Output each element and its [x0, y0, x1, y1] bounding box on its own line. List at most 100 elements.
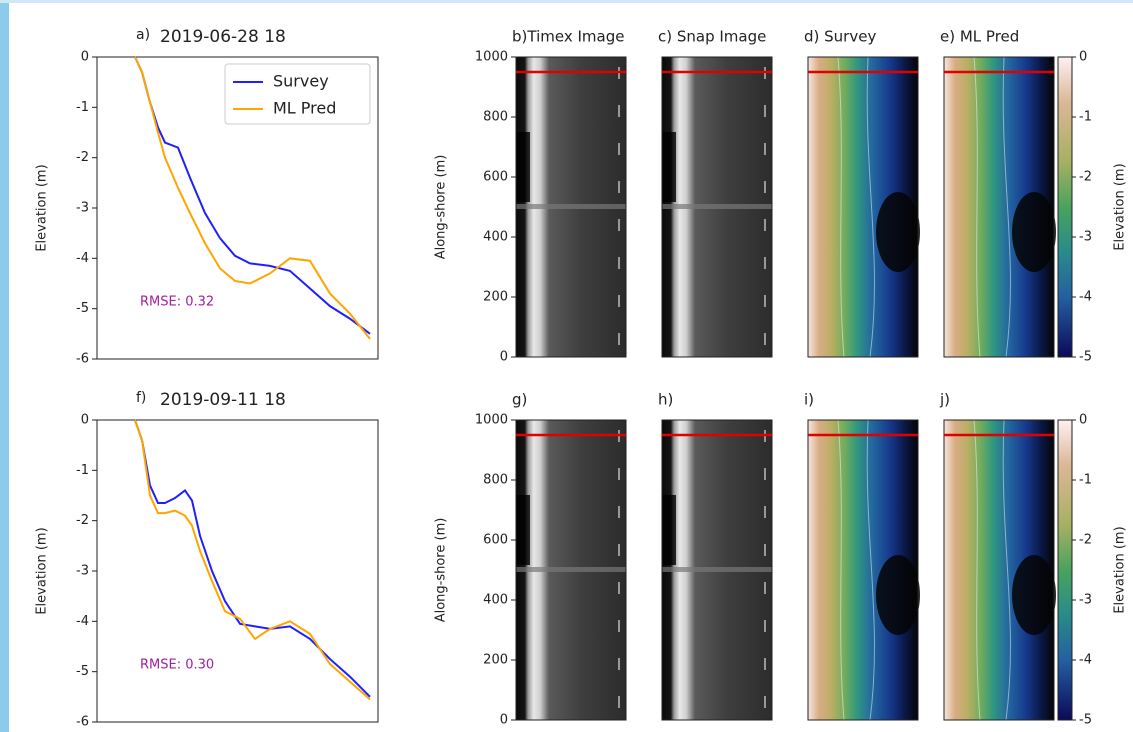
- image-dots: [618, 257, 620, 269]
- y-tick-label: 600: [483, 170, 508, 185]
- legend-label: Survey: [273, 72, 329, 91]
- image-dots: [764, 257, 766, 269]
- image-band: [662, 204, 772, 209]
- image-contour: [837, 419, 845, 721]
- panel-title: d) Survey: [804, 28, 876, 46]
- image-dots: [764, 506, 766, 518]
- colorbar-tick-label: 0: [1079, 50, 1087, 65]
- chart-title: 2019-09-11 18: [160, 390, 286, 410]
- y-axis-label: Elevation (m): [35, 527, 50, 614]
- image-contour: [837, 56, 845, 358]
- colorbar-tick-label: 0: [1079, 413, 1087, 428]
- y-tick-label: -1: [76, 463, 89, 478]
- image-shadow: [516, 495, 530, 565]
- image-dots: [618, 506, 620, 518]
- y-axis-label: Along-shore (m): [434, 155, 449, 260]
- image-contour: [866, 419, 875, 721]
- image-dots: [764, 468, 766, 480]
- image-dots: [618, 582, 620, 594]
- colorbar-tick-label: -5: [1079, 350, 1092, 365]
- image-frame: [515, 419, 627, 721]
- y-axis-label: Elevation (m): [35, 164, 50, 251]
- y-tick-label: 800: [483, 110, 508, 125]
- colorbar-tick-label: -4: [1079, 653, 1092, 668]
- y-tick-label: 0: [81, 413, 89, 428]
- y-tick-label: -3: [76, 564, 89, 579]
- legend-label: ML Pred: [273, 99, 336, 118]
- annotation: RMSE: 0.32: [140, 295, 214, 310]
- y-tick-label: 400: [483, 593, 508, 608]
- panel-title: e) ML Pred: [940, 28, 1019, 46]
- colorbar-tick-label: -3: [1079, 593, 1092, 608]
- image-contour: [1002, 56, 1011, 358]
- image-dots: [764, 181, 766, 193]
- image-frame: [943, 56, 1055, 358]
- image-deep: [876, 192, 920, 272]
- image-dots: [764, 620, 766, 632]
- y-tick-label: -2: [76, 150, 89, 165]
- image-deep: [876, 555, 920, 635]
- colorbar-tick-label: -4: [1079, 290, 1092, 305]
- y-tick-label: 400: [483, 230, 508, 245]
- colorbar-tick-label: -3: [1079, 230, 1092, 245]
- image-contour: [973, 419, 981, 721]
- image-contour: [866, 56, 875, 358]
- image-frame: [807, 56, 919, 358]
- image-band: [516, 567, 626, 572]
- panel-title: g): [512, 391, 527, 409]
- panel-title: j): [939, 391, 950, 409]
- image-dots: [618, 295, 620, 307]
- image-band: [516, 204, 626, 209]
- image-shadow: [516, 132, 530, 202]
- y-tick-label: -2: [76, 513, 89, 528]
- y-tick-label: -5: [76, 664, 89, 679]
- y-tick-label: 0: [500, 350, 508, 365]
- colorbar-tick-label: -1: [1079, 110, 1092, 125]
- y-tick-label: 0: [81, 50, 89, 65]
- image-frame: [943, 419, 1055, 721]
- image-dots: [764, 658, 766, 670]
- colorbar: [1057, 419, 1073, 721]
- chart-title: 2019-06-28 18: [160, 27, 286, 47]
- image-dots: [764, 582, 766, 594]
- colorbar-tick-label: -2: [1079, 533, 1092, 548]
- colorbar: [1057, 56, 1073, 358]
- y-tick-label: -6: [76, 715, 89, 730]
- y-tick-label: 600: [483, 533, 508, 548]
- image-dots: [618, 620, 620, 632]
- panel-label: a): [136, 27, 150, 43]
- y-axis-label: Along-shore (m): [434, 518, 449, 623]
- panel-label: f): [136, 390, 146, 406]
- series-line: [134, 419, 371, 698]
- panel-title: c) Snap Image: [658, 28, 766, 46]
- image-dots: [618, 333, 620, 345]
- image-contour: [973, 56, 981, 358]
- image-dots: [764, 295, 766, 307]
- image-shadow: [662, 495, 676, 565]
- y-tick-label: -5: [76, 301, 89, 316]
- image-frame: [807, 419, 919, 721]
- colorbar-tick-label: -5: [1079, 713, 1092, 728]
- image-dots: [764, 696, 766, 708]
- y-tick-label: 1000: [475, 413, 508, 428]
- plot-frame: [96, 419, 379, 723]
- side-border: [0, 0, 9, 732]
- y-tick-label: -3: [76, 201, 89, 216]
- image-shadow: [662, 132, 676, 202]
- y-tick-label: -4: [76, 251, 89, 266]
- image-deep: [1012, 192, 1056, 272]
- image-dots: [618, 219, 620, 231]
- colorbar-label: Elevation (m): [1113, 163, 1128, 250]
- y-tick-label: 200: [483, 653, 508, 668]
- image-dots: [618, 544, 620, 556]
- colorbar-tick-label: -2: [1079, 170, 1092, 185]
- top-border: [0, 0, 1133, 3]
- colorbar-tick-label: -1: [1079, 473, 1092, 488]
- y-tick-label: -4: [76, 614, 89, 629]
- y-tick-label: 1000: [475, 50, 508, 65]
- panel-title: b)Timex Image: [512, 28, 624, 46]
- y-tick-label: -6: [76, 352, 89, 367]
- image-frame: [661, 419, 773, 721]
- image-dots: [764, 333, 766, 345]
